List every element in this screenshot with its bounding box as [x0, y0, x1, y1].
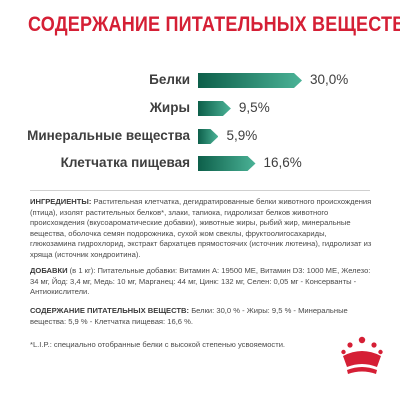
additives-text: (в 1 кг): Питательные добавки: Витамин А…	[30, 266, 371, 297]
bar-label: Клетчатка пищевая	[60, 155, 190, 170]
nutrient-bar-chart: Белки 30,0% Жиры 9,5% Минеральные вещества 5,…	[0, 0, 400, 190]
divider	[30, 190, 370, 191]
nutrients-text: Белки: 30,0 % - Жиры: 9,5 % - Минеральны…	[30, 306, 348, 326]
bar	[198, 156, 256, 171]
bar-label: Белки	[149, 72, 190, 87]
bar	[198, 129, 218, 144]
bar-label: Минеральные вещества	[27, 128, 190, 143]
additives-label: ДОБАВКИ	[30, 266, 68, 275]
bar-value-label: 30,0%	[310, 72, 349, 87]
page-title: СОДЕРЖАНИЕ ПИТАТЕЛЬНЫХ ВЕЩЕСТВ	[28, 13, 400, 36]
bar	[198, 101, 231, 116]
additives-paragraph: ДОБАВКИ (в 1 кг): Питательные добавки: В…	[30, 266, 372, 298]
bar-value-label: 16,6%	[263, 155, 302, 170]
royal-canin-crown-logo	[341, 336, 383, 374]
bar-value-label: 9,5%	[238, 100, 270, 115]
bar	[198, 73, 302, 88]
footnote: *L.I.P.: специально отобранные белки с в…	[30, 340, 286, 349]
bar-label: Жиры	[149, 100, 190, 115]
ingredients-paragraph: ИНГРЕДИЕНТЫ: Растительная клетчатка, дег…	[30, 197, 372, 261]
ingredients-text: Растительная клетчатка, дегидратированны…	[30, 197, 372, 259]
bar-value-label: 5,9%	[226, 128, 258, 143]
ingredients-label: ИНГРЕДИЕНТЫ:	[30, 197, 92, 206]
nutrients-paragraph: СОДЕРЖАНИЕ ПИТАТЕЛЬНЫХ ВЕЩЕСТВ: Белки: 3…	[30, 306, 372, 327]
nutrients-label: СОДЕРЖАНИЕ ПИТАТЕЛЬНЫХ ВЕЩЕСТВ:	[30, 306, 190, 315]
